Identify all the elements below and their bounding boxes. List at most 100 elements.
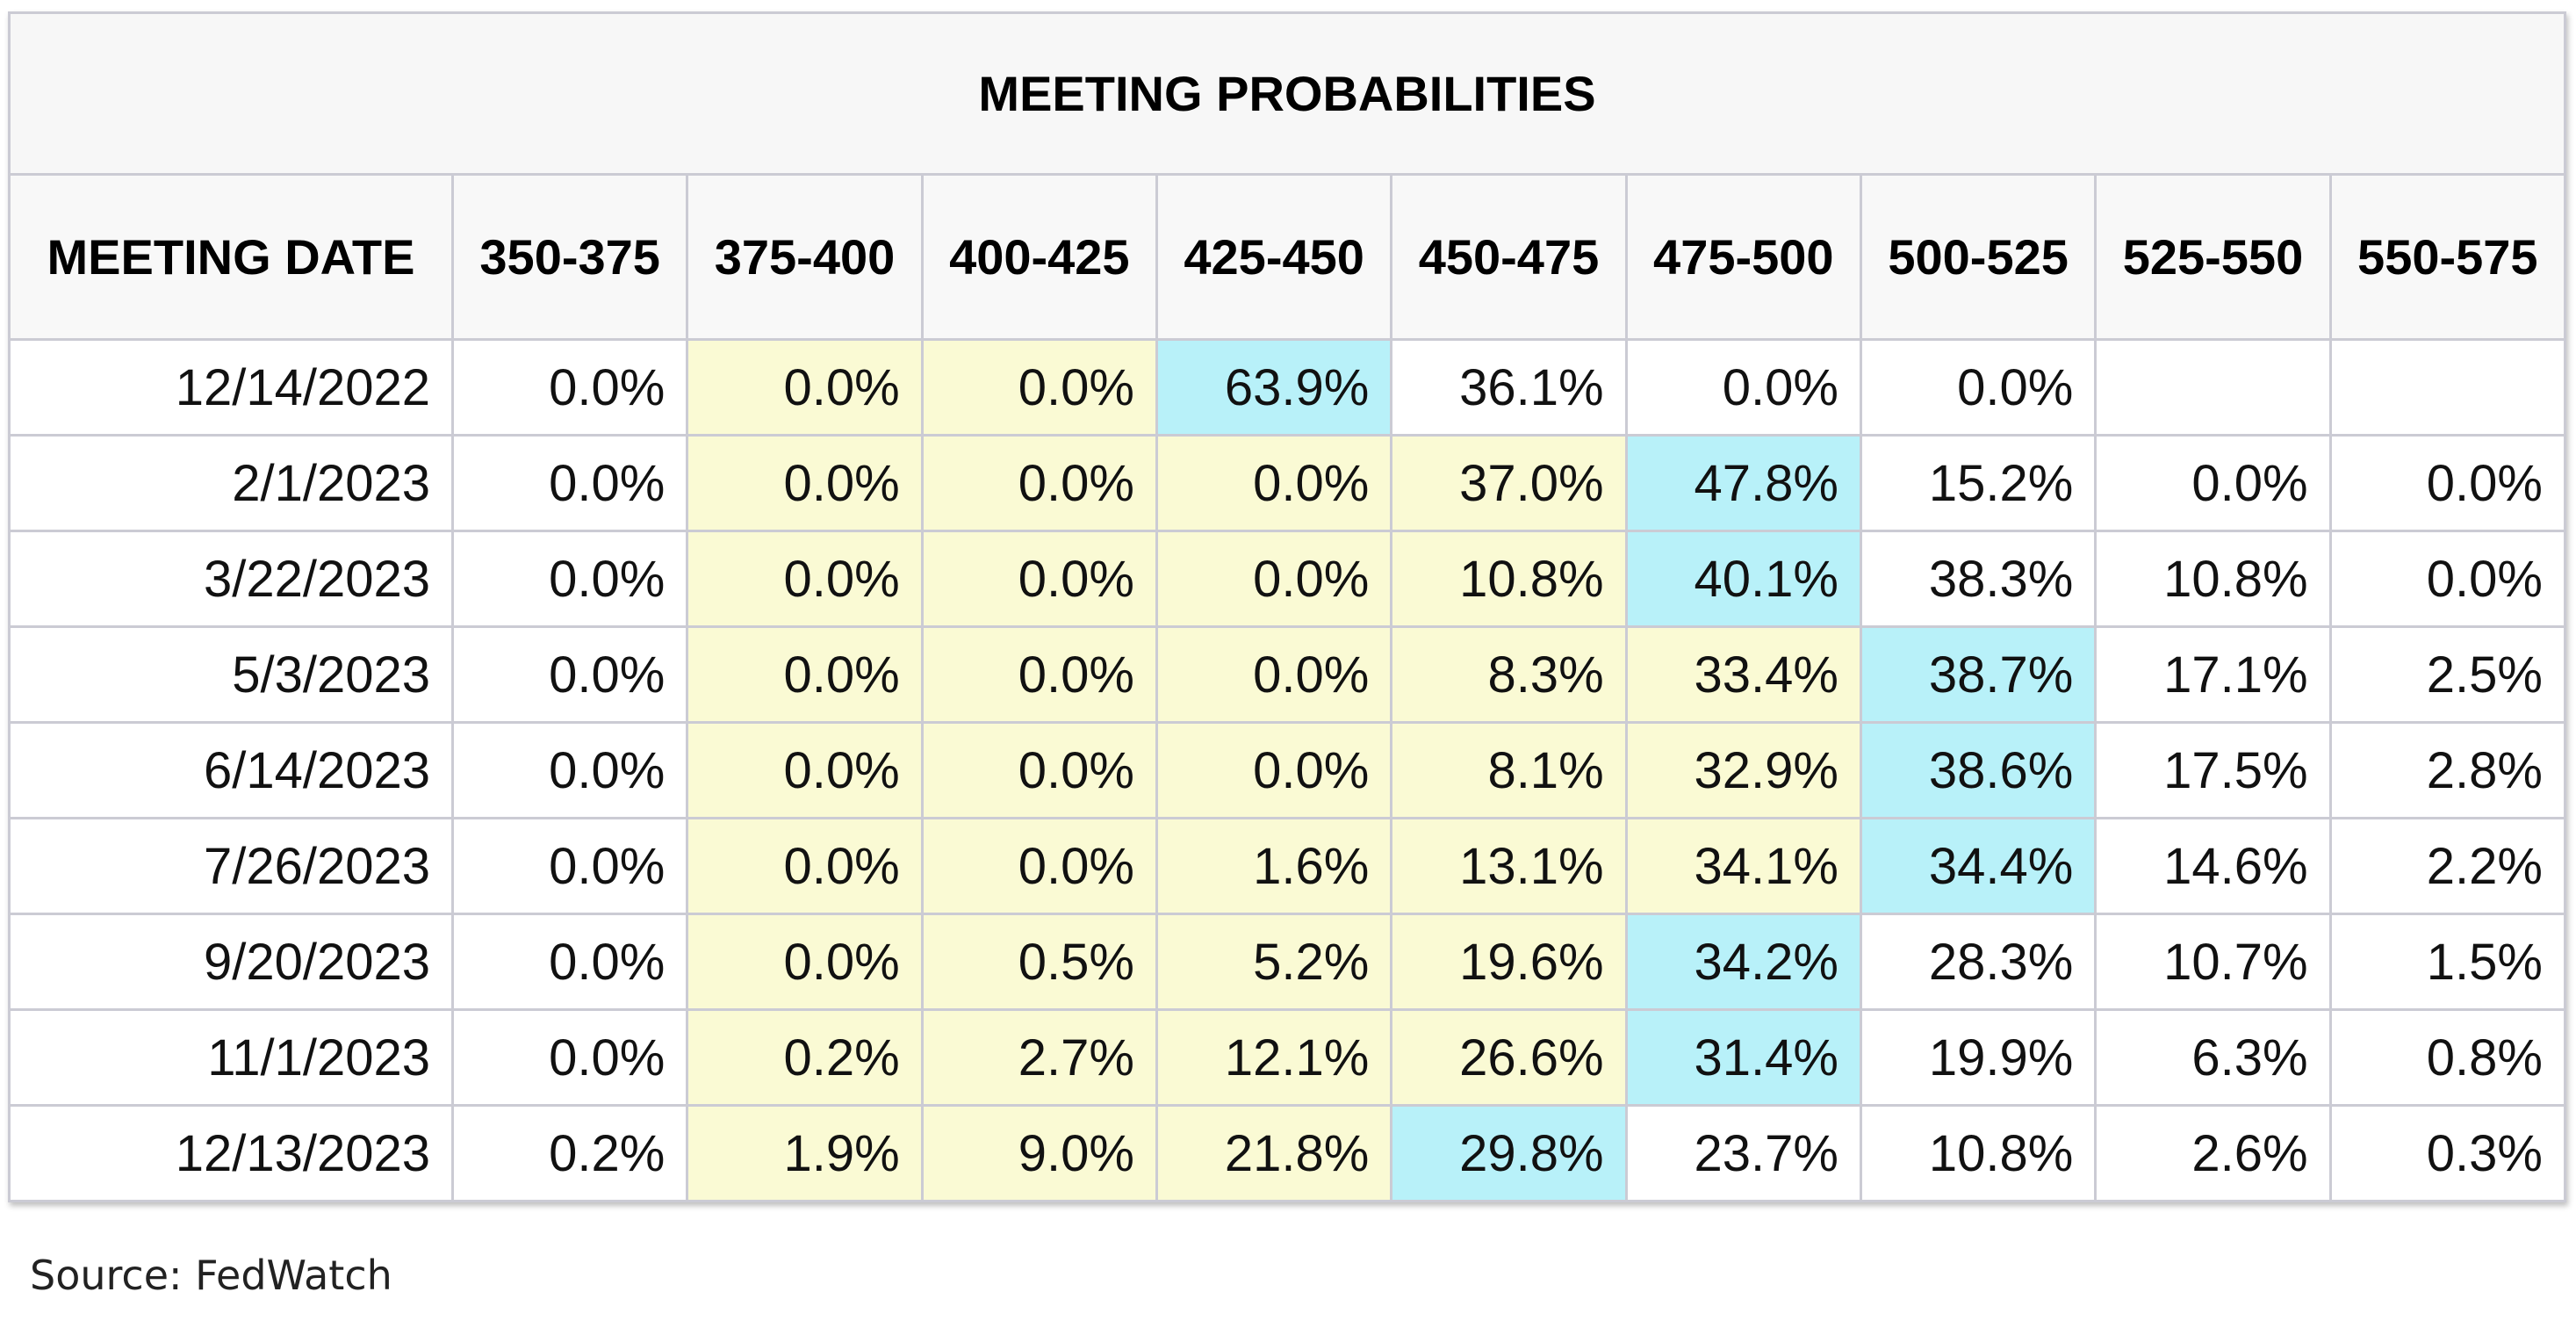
probability-cell: 0.0% <box>920 817 1158 915</box>
probability-cell: 33.4% <box>1624 625 1862 724</box>
probability-cell: 19.9% <box>1859 1008 2097 1107</box>
probability-cell: 0.0% <box>1624 338 1862 437</box>
table-title: MEETING PROBABILITIES <box>8 11 2566 176</box>
probability-cell: 2.6% <box>2094 1104 2332 1202</box>
probability-cell: 2.2% <box>2328 817 2567 915</box>
probability-cell: 1.9% <box>686 1104 924 1202</box>
column-header: MEETING DATE <box>8 173 454 341</box>
column-header: 525-550 <box>2094 173 2332 341</box>
data-row: 12/14/2022 0.0% 0.0% 0.0% 63.9% 36.1% 0.0% 0.0% <box>8 338 2567 437</box>
data-row: 11/1/2023 0.0% 0.2% 2.7% 12.1% 26.6% 31.4% 19.9… <box>8 1008 2567 1107</box>
meeting-date: 9/20/2023 <box>8 913 454 1011</box>
probability-cell: 36.1% <box>1390 338 1628 437</box>
probability-cell: 0.0% <box>686 913 924 1011</box>
probability-cell: 17.1% <box>2094 625 2332 724</box>
probability-cell: 13.1% <box>1390 817 1628 915</box>
data-row: 5/3/2023 0.0% 0.0% 0.0% 0.0% 8.3% 33.4% 38.7% 17… <box>8 625 2567 724</box>
probability-cell: 5.2% <box>1155 913 1393 1011</box>
source-note: Source: FedWatch <box>30 1252 392 1299</box>
probability-cell: 0.0% <box>920 338 1158 437</box>
probability-cell: 1.5% <box>2328 913 2567 1011</box>
probability-cell: 38.6% <box>1859 721 2097 819</box>
header-row: MEETING DATE 350-375 375-400 400-425 425-450… <box>8 173 2567 341</box>
meeting-date: 5/3/2023 <box>8 625 454 724</box>
data-row: 3/22/2023 0.0% 0.0% 0.0% 0.0% 10.8% 40.1% 38.3%… <box>8 530 2567 628</box>
probability-cell: 0.0% <box>920 434 1158 532</box>
probability-cell: 6.3% <box>2094 1008 2332 1107</box>
column-header: 425-450 <box>1155 173 1393 341</box>
probability-cell: 34.4% <box>1859 817 2097 915</box>
table-container: MEETING PROBABILITIES MEETING DATE 350-37… <box>8 11 2567 1202</box>
data-row: 9/20/2023 0.0% 0.0% 0.5% 5.2% 19.6% 34.2% 28.3%… <box>8 913 2567 1011</box>
empty-cell <box>2094 338 2332 437</box>
probability-cell: 0.2% <box>450 1104 689 1202</box>
probability-cell: 0.0% <box>686 817 924 915</box>
probability-cell: 47.8% <box>1624 434 1862 532</box>
probability-cell: 38.7% <box>1859 625 2097 724</box>
meeting-date: 7/26/2023 <box>8 817 454 915</box>
probability-cell: 0.0% <box>2094 434 2332 532</box>
probability-cell: 34.2% <box>1624 913 1862 1011</box>
column-header: 475-500 <box>1624 173 1862 341</box>
probability-cell: 0.0% <box>686 721 924 819</box>
probability-cell: 0.0% <box>920 530 1158 628</box>
data-row: 6/14/2023 0.0% 0.0% 0.0% 0.0% 8.1% 32.9% 38.6% 1… <box>8 721 2567 819</box>
probability-cell: 23.7% <box>1624 1104 1862 1202</box>
probability-cell: 0.0% <box>686 338 924 437</box>
probability-cell: 0.0% <box>2328 530 2567 628</box>
probability-cell: 2.5% <box>2328 625 2567 724</box>
probability-cell: 31.4% <box>1624 1008 1862 1107</box>
meeting-date: 3/22/2023 <box>8 530 454 628</box>
probability-cell: 37.0% <box>1390 434 1628 532</box>
data-row: 12/13/2023 0.2% 1.9% 9.0% 21.8% 29.8% 23.7% 10.… <box>8 1104 2567 1202</box>
probability-cell: 21.8% <box>1155 1104 1393 1202</box>
probability-cell: 0.0% <box>1155 434 1393 532</box>
probability-cell: 0.0% <box>920 625 1158 724</box>
meeting-date: 12/14/2022 <box>8 338 454 437</box>
data-row: 2/1/2023 0.0% 0.0% 0.0% 0.0% 37.0% 47.8% 15.2% 0… <box>8 434 2567 532</box>
probability-cell: 9.0% <box>920 1104 1158 1202</box>
column-header: 375-400 <box>686 173 924 341</box>
probability-cell: 0.0% <box>450 434 689 532</box>
probability-cell: 0.0% <box>1859 338 2097 437</box>
column-header: 550-575 <box>2328 173 2567 341</box>
probability-cell: 0.0% <box>2328 434 2567 532</box>
probability-cell: 2.8% <box>2328 721 2567 819</box>
empty-cell <box>2328 338 2567 437</box>
probability-cell: 0.0% <box>450 530 689 628</box>
probability-cell: 0.3% <box>2328 1104 2567 1202</box>
meeting-date: 2/1/2023 <box>8 434 454 532</box>
probability-cell: 0.0% <box>450 913 689 1011</box>
probability-cell: 0.0% <box>450 817 689 915</box>
probability-cell: 10.8% <box>2094 530 2332 628</box>
probability-cell: 0.0% <box>450 1008 689 1107</box>
probability-cell: 10.8% <box>1859 1104 2097 1202</box>
data-row: 7/26/2023 0.0% 0.0% 0.0% 1.6% 13.1% 34.1% 34.4%… <box>8 817 2567 915</box>
probability-cell: 0.8% <box>2328 1008 2567 1107</box>
column-header: 450-475 <box>1390 173 1628 341</box>
probability-cell: 0.0% <box>686 530 924 628</box>
probability-cell: 26.6% <box>1390 1008 1628 1107</box>
probability-cell: 0.0% <box>450 721 689 819</box>
probability-table: MEETING PROBABILITIES MEETING DATE 350-37… <box>8 11 2567 1202</box>
probability-cell: 19.6% <box>1390 913 1628 1011</box>
probability-cell: 29.8% <box>1390 1104 1628 1202</box>
probability-cell: 12.1% <box>1155 1008 1393 1107</box>
column-header: 350-375 <box>450 173 689 341</box>
probability-cell: 40.1% <box>1624 530 1862 628</box>
probability-cell: 15.2% <box>1859 434 2097 532</box>
probability-cell: 0.5% <box>920 913 1158 1011</box>
probability-cell: 0.0% <box>1155 625 1393 724</box>
probability-cell: 0.0% <box>686 434 924 532</box>
probability-cell: 8.1% <box>1390 721 1628 819</box>
probability-cell: 34.1% <box>1624 817 1862 915</box>
probability-cell: 17.5% <box>2094 721 2332 819</box>
probability-cell: 2.7% <box>920 1008 1158 1107</box>
probability-cell: 28.3% <box>1859 913 2097 1011</box>
title-row: MEETING PROBABILITIES <box>8 11 2566 176</box>
probability-cell: 0.0% <box>1155 721 1393 819</box>
probability-cell: 32.9% <box>1624 721 1862 819</box>
column-header: 500-525 <box>1859 173 2097 341</box>
meeting-date: 6/14/2023 <box>8 721 454 819</box>
